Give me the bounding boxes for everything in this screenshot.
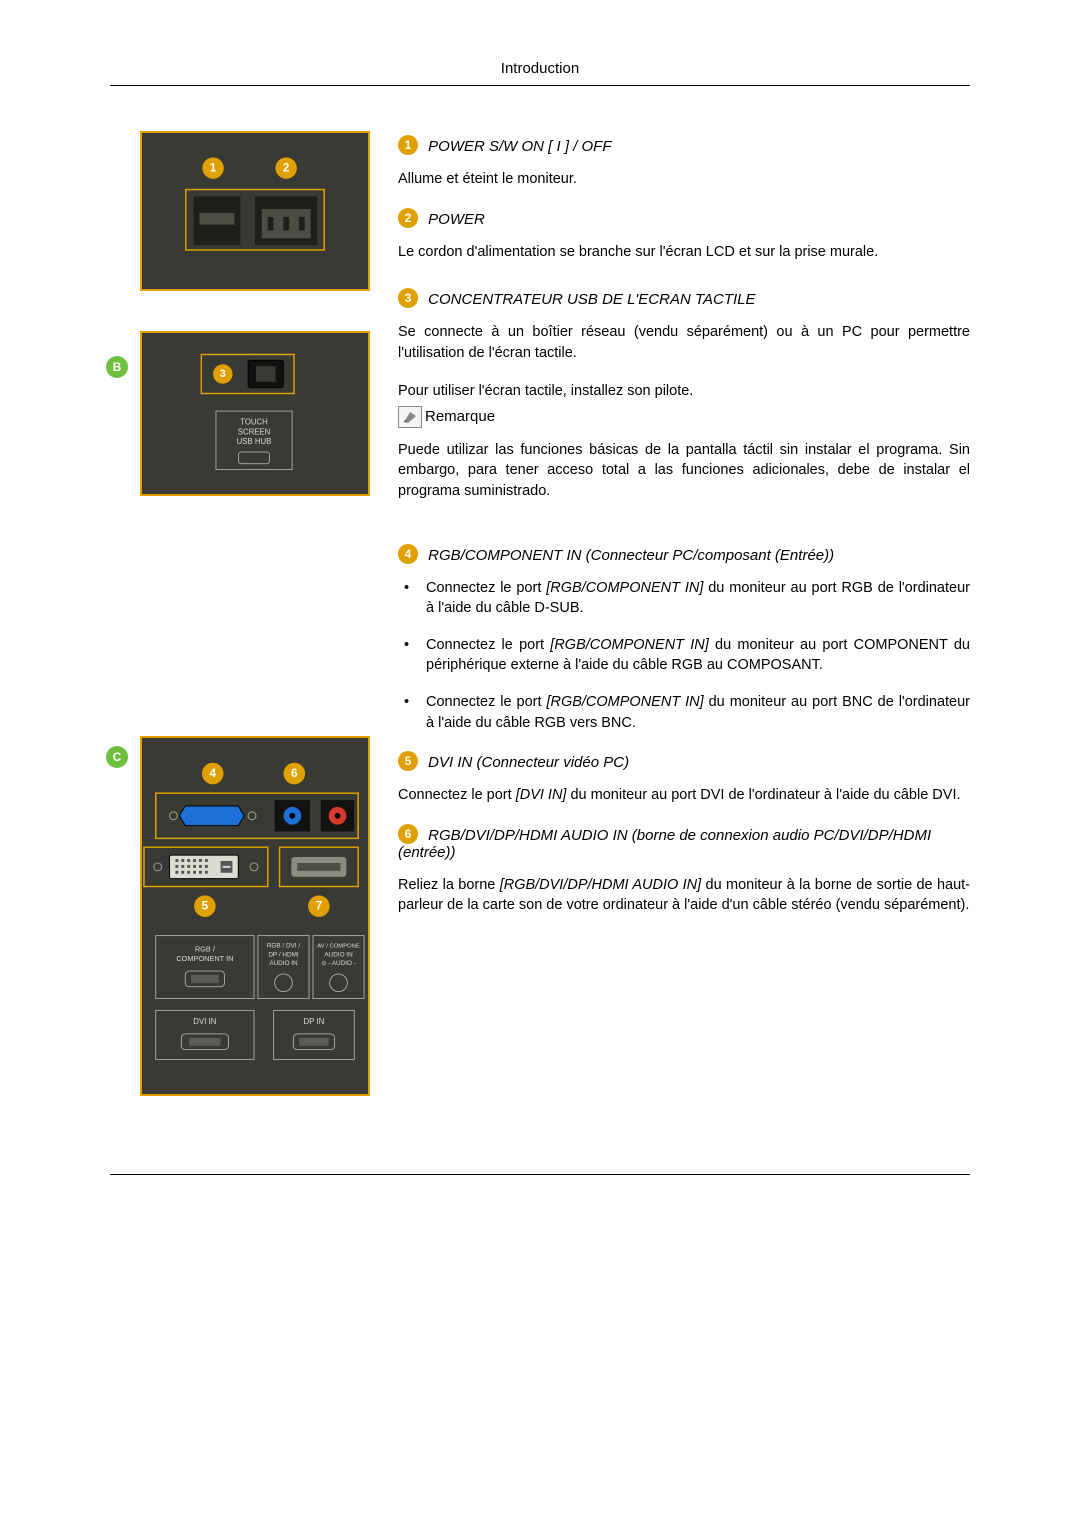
note-row: Remarque: [398, 406, 970, 428]
bottom-divider: [110, 1174, 970, 1175]
heading-4-text: RGB/COMPONENT IN (Connecteur PC/composan…: [424, 547, 834, 564]
svg-text:5: 5: [405, 754, 412, 768]
svg-text:2: 2: [405, 211, 412, 225]
svg-text:DP IN: DP IN: [304, 1017, 325, 1026]
svg-text:4: 4: [209, 767, 216, 780]
body-6: Reliez la borne [RGB/DVI/DP/HDMI AUDIO I…: [398, 875, 970, 916]
svg-text:6: 6: [291, 767, 298, 780]
li-ital: [RGB/COMPONENT IN]: [550, 637, 709, 653]
svg-text:6: 6: [405, 827, 412, 841]
list-item: •Connectez le port [RGB/COMPONENT IN] du…: [398, 578, 970, 619]
svg-text:USB HUB: USB HUB: [237, 437, 272, 446]
heading-3-text: CONCENTRATEUR USB DE L'ECRAN TACTILE: [424, 291, 756, 308]
document-page: Introduction: [0, 0, 1080, 1255]
badge-1-icon: 1: [398, 135, 418, 155]
section-badge-b-text: B: [113, 360, 122, 374]
svg-text:2: 2: [283, 162, 290, 175]
note-icon: [398, 406, 422, 428]
section-badge-b: B: [106, 356, 128, 378]
heading-5-text: DVI IN (Connecteur vidéo PC): [424, 754, 629, 771]
diagram-power-svg: 1 2: [142, 133, 368, 289]
svg-text:5: 5: [202, 900, 209, 913]
li-ital: [RGB/COMPONENT IN]: [546, 694, 703, 710]
li-text: Connectez le port: [426, 637, 550, 653]
svg-text:7: 7: [316, 900, 323, 913]
diagram-connector-svg: 4 6: [142, 738, 368, 1094]
diagram-power-panel: 1 2: [140, 131, 370, 291]
body-2: Le cordon d'alimentation se branche sur …: [398, 242, 970, 263]
li-text: Connectez le port: [426, 580, 546, 596]
figures-column: 1 2 B 3: [110, 131, 370, 1124]
diagram-usb-hub: 3 TOUCH SCREEN USB HUB: [140, 331, 370, 496]
heading-3: 3 CONCENTRATEUR USB DE L'ECRAN TACTILE: [398, 288, 970, 308]
badge-3-icon: 3: [398, 288, 418, 308]
section-badge-c-text: C: [113, 750, 122, 764]
note-label: Remarque: [425, 408, 495, 425]
body-ital: [RGB/DVI/DP/HDMI AUDIO IN]: [500, 877, 702, 893]
svg-text:COMPONENT IN: COMPONENT IN: [176, 954, 233, 963]
badge-2-icon: 2: [398, 208, 418, 228]
svg-text:3: 3: [405, 291, 412, 305]
svg-text:AUDIO IN: AUDIO IN: [269, 960, 298, 967]
content-columns: 1 2 B 3: [110, 131, 970, 1124]
list-item: •Connectez le port [RGB/COMPONENT IN] du…: [398, 692, 970, 733]
li-ital: [RGB/COMPONENT IN]: [546, 580, 703, 596]
diagram-usb-svg: 3 TOUCH SCREEN USB HUB: [142, 333, 368, 494]
heading-2-text: POWER: [424, 211, 485, 228]
heading-6-text: RGB/DVI/DP/HDMI AUDIO IN (borne de conne…: [398, 827, 931, 861]
svg-text:3: 3: [220, 368, 226, 380]
heading-5: 5 DVI IN (Connecteur vidéo PC): [398, 751, 970, 771]
svg-text:⊝ - AUDIO -: ⊝ - AUDIO -: [321, 960, 356, 967]
svg-text:1: 1: [405, 138, 412, 152]
body-5: Connectez le port [DVI IN] du moniteur a…: [398, 785, 970, 806]
body-1: Allume et éteint le moniteur.: [398, 169, 970, 190]
heading-2: 2 POWER: [398, 208, 970, 228]
heading-4: 4 RGB/COMPONENT IN (Connecteur PC/compos…: [398, 544, 970, 564]
svg-text:DP / HDMI: DP / HDMI: [268, 951, 299, 958]
svg-text:TOUCH: TOUCH: [240, 418, 268, 427]
body-3a: Se connecte à un boîtier réseau (vendu s…: [398, 322, 970, 363]
body-text: du moniteur au port DVI de l'ordinateur …: [566, 787, 960, 803]
text-column: 1 POWER S/W ON [ I ] / OFF Allume et éte…: [370, 131, 970, 1124]
top-divider: [110, 85, 970, 86]
section-badge-c: C: [106, 746, 128, 768]
body-text: Reliez la borne: [398, 877, 500, 893]
badge-4-icon: 4: [398, 544, 418, 564]
list-item: •Connectez le port [RGB/COMPONENT IN] du…: [398, 635, 970, 676]
svg-text:AV / COMPONE: AV / COMPONE: [317, 943, 360, 949]
heading-1: 1 POWER S/W ON [ I ] / OFF: [398, 135, 970, 155]
body-ital: [DVI IN]: [516, 787, 567, 803]
svg-text:RGB /: RGB /: [195, 944, 216, 953]
badge-5-icon: 5: [398, 751, 418, 771]
diagram-connector-panel: 4 6: [140, 736, 370, 1096]
svg-text:1: 1: [210, 162, 217, 175]
heading-6: 6 RGB/DVI/DP/HDMI AUDIO IN (borne de con…: [398, 824, 970, 861]
svg-text:SCREEN: SCREEN: [238, 427, 270, 436]
body-text: Connectez le port: [398, 787, 516, 803]
svg-text:4: 4: [405, 547, 412, 561]
li-text: Connectez le port: [426, 694, 546, 710]
page-title: Introduction: [110, 60, 970, 85]
body-3b: Pour utiliser l'écran tactile, installez…: [398, 381, 970, 402]
badge-6-icon: 6: [398, 824, 418, 844]
note-body: Puede utilizar las funciones básicas de …: [398, 440, 970, 502]
sec4-list: •Connectez le port [RGB/COMPONENT IN] du…: [398, 578, 970, 733]
svg-text:RGB / DVI /: RGB / DVI /: [267, 942, 301, 949]
svg-text:DVI IN: DVI IN: [193, 1017, 216, 1026]
svg-text:AUDIO IN: AUDIO IN: [324, 951, 353, 958]
heading-1-text: POWER S/W ON [ I ] / OFF: [424, 138, 612, 155]
